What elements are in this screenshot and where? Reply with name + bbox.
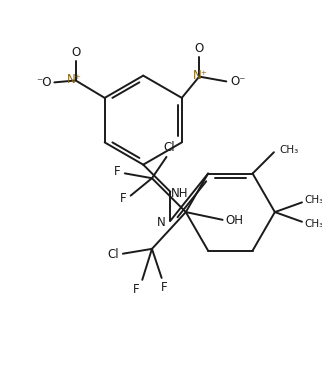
Text: OH: OH <box>225 214 243 227</box>
Text: Cl: Cl <box>164 141 175 154</box>
Text: F: F <box>119 192 126 205</box>
Text: N: N <box>157 216 166 229</box>
Text: CH₃: CH₃ <box>304 196 322 206</box>
Text: N⁺: N⁺ <box>193 69 208 82</box>
Text: O: O <box>71 46 80 59</box>
Text: O: O <box>194 42 204 55</box>
Text: O⁻: O⁻ <box>230 75 246 88</box>
Text: N⁺: N⁺ <box>67 73 82 86</box>
Text: NH: NH <box>171 187 189 200</box>
Text: F: F <box>161 281 168 294</box>
Text: ⁻O: ⁻O <box>36 76 52 89</box>
Text: F: F <box>133 283 140 296</box>
Text: Cl: Cl <box>108 248 119 261</box>
Text: CH₃: CH₃ <box>280 145 299 155</box>
Text: CH₃: CH₃ <box>304 219 322 229</box>
Text: F: F <box>114 165 120 178</box>
